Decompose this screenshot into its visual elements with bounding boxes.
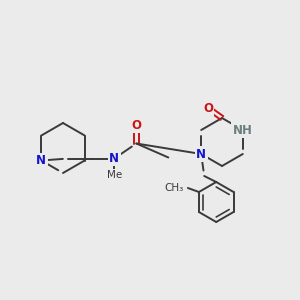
Text: O: O	[131, 119, 141, 132]
Text: N: N	[196, 148, 206, 160]
Text: O: O	[203, 101, 213, 115]
Text: N: N	[109, 152, 119, 165]
Text: CH₃: CH₃	[165, 183, 184, 193]
Text: N: N	[36, 154, 46, 167]
Text: NH: NH	[233, 124, 253, 136]
Text: Me: Me	[107, 170, 122, 181]
